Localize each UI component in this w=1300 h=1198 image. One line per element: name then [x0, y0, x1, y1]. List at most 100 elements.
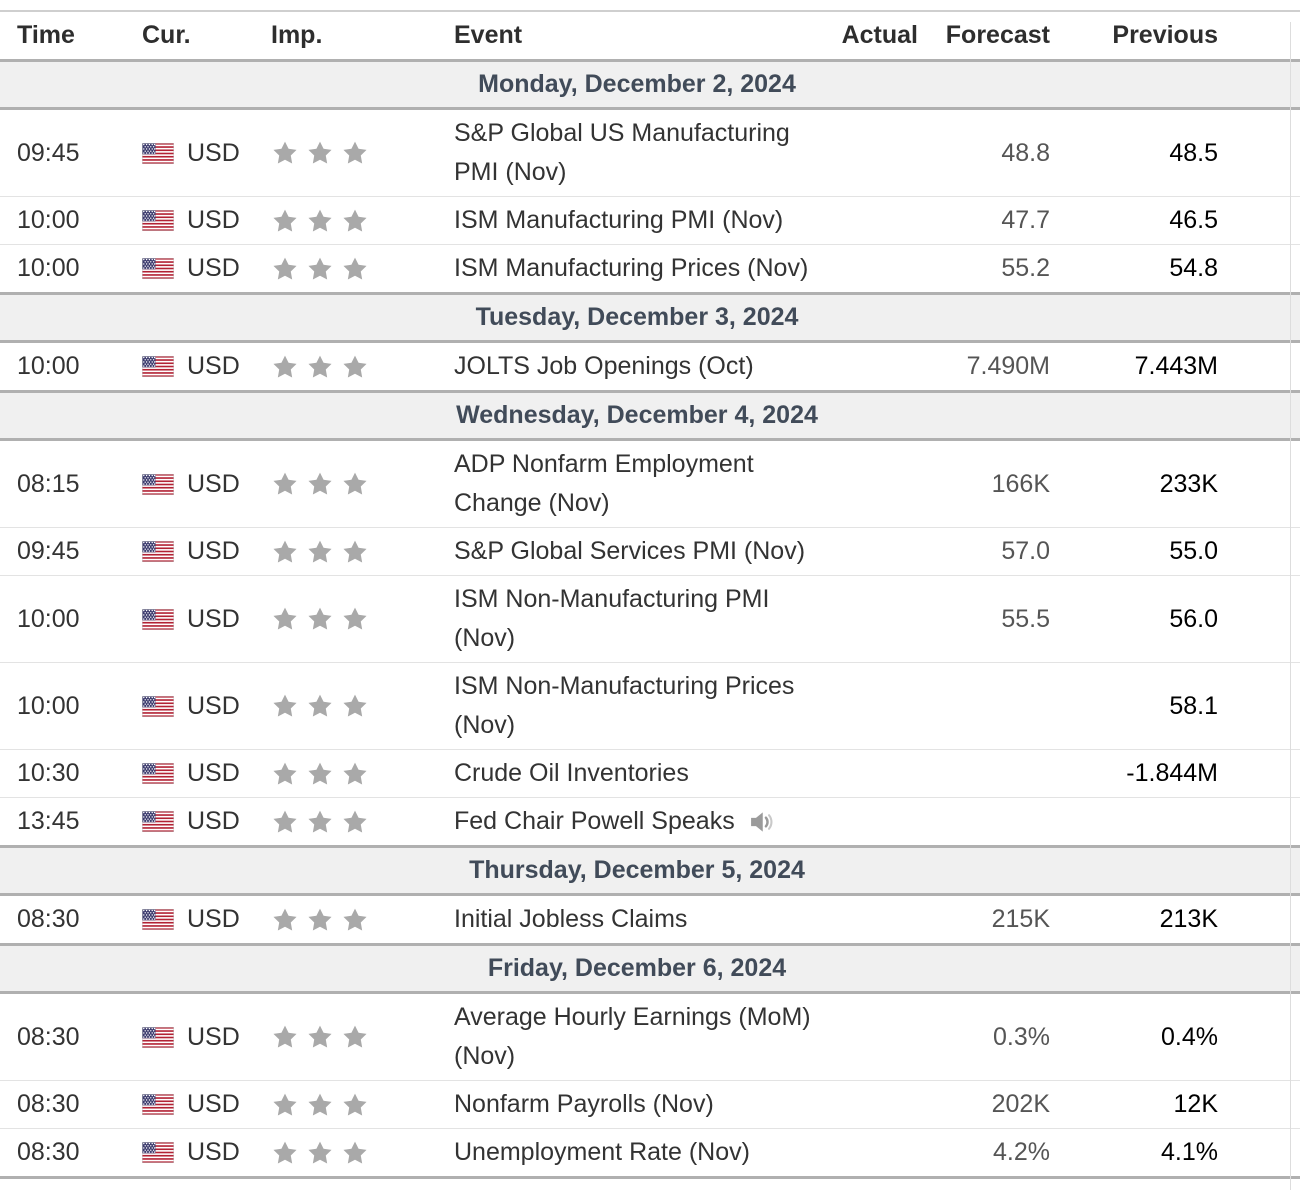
- event-time: 08:30: [17, 1022, 80, 1051]
- event-name[interactable]: Crude Oil Inventories: [454, 759, 689, 787]
- previous-value: 46.5: [1169, 206, 1218, 234]
- importance-stars: [270, 605, 454, 633]
- event-name[interactable]: S&P Global Services PMI (Nov): [454, 537, 806, 565]
- day-header-label: Monday, December 2, 2024: [478, 70, 796, 98]
- star-icon: [271, 1023, 299, 1051]
- importance-stars: [270, 538, 454, 566]
- economic-calendar-table: Time Cur. Imp. Event Actual Forecast Pre…: [0, 10, 1300, 1179]
- star-icon: [306, 692, 334, 720]
- currency-code: USD: [187, 1138, 240, 1166]
- star-icon: [271, 470, 299, 498]
- importance-stars: [270, 470, 454, 498]
- event-name[interactable]: (Nov): [454, 1042, 516, 1070]
- us-flag-icon: [142, 541, 174, 562]
- currency-code: USD: [187, 537, 240, 565]
- us-flag-icon: [142, 1026, 174, 1048]
- star-icon: [306, 255, 334, 283]
- event-cell: ISM Manufacturing PMI (Nov): [454, 201, 834, 240]
- importance-stars: [270, 255, 454, 283]
- event-line: Initial Jobless Claims: [454, 900, 834, 939]
- day-header-row: Wednesday, December 4, 2024: [0, 390, 1300, 441]
- star-icon: [271, 538, 299, 566]
- previous-value: 12K: [1173, 1090, 1218, 1118]
- previous-value: 58.1: [1169, 691, 1218, 720]
- day-header-label: Friday, December 6, 2024: [487, 954, 787, 982]
- star-icon: [341, 538, 369, 566]
- table-right-border: [1290, 22, 1291, 1190]
- event-time: 10:00: [17, 352, 80, 380]
- event-row: 10:30 USD Crude Oil Inventories -1.844M: [0, 750, 1300, 798]
- event-line: Fed Chair Powell Speaks: [454, 802, 834, 841]
- currency-code: USD: [187, 905, 240, 933]
- table-bottom-border: [0, 1176, 1300, 1179]
- event-name[interactable]: ISM Manufacturing PMI (Nov): [454, 206, 784, 234]
- currency-code: USD: [187, 352, 240, 380]
- event-name[interactable]: Change (Nov): [454, 489, 610, 517]
- currency-code: USD: [187, 206, 240, 234]
- currency-cell: USD: [130, 1090, 270, 1119]
- currency-code: USD: [187, 759, 240, 787]
- event-time: 09:45: [17, 138, 80, 167]
- event-cell: Average Hourly Earnings (MoM) (Nov): [454, 998, 834, 1076]
- event-name[interactable]: S&P Global US Manufacturing: [454, 119, 790, 147]
- event-name[interactable]: ISM Non-Manufacturing Prices: [454, 672, 795, 700]
- event-name[interactable]: Unemployment Rate (Nov): [454, 1138, 750, 1166]
- star-icon: [271, 1091, 299, 1119]
- event-name[interactable]: Fed Chair Powell Speaks: [454, 807, 735, 835]
- event-row: 10:00 USD ISM Non-Manufacturing Prices (N: [0, 663, 1300, 750]
- event-name[interactable]: (Nov): [454, 711, 516, 739]
- event-line: ISM Manufacturing Prices (Nov): [454, 249, 834, 288]
- event-row: 08:15 USD ADP Nonfarm Employment Change (: [0, 441, 1300, 528]
- us-flag-icon: [142, 608, 174, 630]
- currency-cell: USD: [130, 139, 270, 168]
- forecast-value: 48.8: [1001, 138, 1050, 167]
- event-line: (Nov): [454, 706, 834, 745]
- event-line: (Nov): [454, 619, 834, 658]
- day-header-label: Tuesday, December 3, 2024: [475, 303, 799, 331]
- event-name[interactable]: (Nov): [454, 624, 516, 652]
- us-flag-icon: [142, 1094, 174, 1115]
- event-line: ADP Nonfarm Employment: [454, 445, 834, 484]
- event-cell: ISM Manufacturing Prices (Nov): [454, 249, 834, 288]
- forecast-value: 47.7: [1001, 206, 1050, 234]
- us-flag-icon: [142, 763, 174, 784]
- day-header-row: Thursday, December 5, 2024: [0, 845, 1300, 896]
- importance-stars: [270, 1091, 454, 1119]
- star-icon: [271, 353, 299, 381]
- currency-cell: USD: [130, 1138, 270, 1167]
- forecast-value: 202K: [991, 1090, 1050, 1118]
- star-icon: [341, 353, 369, 381]
- us-flag-icon: [142, 909, 174, 930]
- previous-value: 48.5: [1169, 138, 1218, 167]
- forecast-value: 55.2: [1001, 254, 1050, 282]
- event-row: 09:45 USD S&P Global US Manufacturing PMI: [0, 110, 1300, 197]
- star-icon: [306, 1023, 334, 1051]
- day-header-label: Thursday, December 5, 2024: [469, 856, 805, 884]
- column-header-importance: Imp.: [271, 21, 323, 49]
- importance-stars: [270, 353, 454, 381]
- event-name[interactable]: PMI (Nov): [454, 158, 567, 186]
- importance-stars: [270, 207, 454, 235]
- event-name[interactable]: ISM Non-Manufacturing PMI: [454, 585, 770, 613]
- forecast-value: 0.3%: [993, 1022, 1050, 1051]
- us-flag-icon: [142, 695, 174, 717]
- currency-code: USD: [187, 254, 240, 282]
- star-icon: [271, 207, 299, 235]
- column-header-previous: Previous: [1112, 21, 1218, 49]
- event-name[interactable]: Average Hourly Earnings (MoM): [454, 1003, 811, 1031]
- star-icon: [271, 139, 299, 167]
- star-icon: [341, 139, 369, 167]
- event-name[interactable]: ISM Manufacturing Prices (Nov): [454, 254, 809, 282]
- event-time: 10:00: [17, 691, 80, 720]
- speaker-icon[interactable]: [747, 809, 775, 835]
- us-flag-icon: [142, 811, 174, 832]
- forecast-value: 7.490M: [966, 352, 1050, 380]
- event-row: 10:00 USD ISM Manufacturing Prices (Nov): [0, 245, 1300, 292]
- event-row: 10:00 USD ISM Manufacturing PMI (Nov) 47.: [0, 197, 1300, 245]
- event-name[interactable]: Initial Jobless Claims: [454, 905, 688, 933]
- event-name[interactable]: ADP Nonfarm Employment: [454, 450, 754, 478]
- event-cell: S&P Global US Manufacturing PMI (Nov): [454, 114, 834, 192]
- event-name[interactable]: JOLTS Job Openings (Oct): [454, 352, 754, 380]
- event-name[interactable]: Nonfarm Payrolls (Nov): [454, 1090, 714, 1118]
- day-header-row: Tuesday, December 3, 2024: [0, 292, 1300, 343]
